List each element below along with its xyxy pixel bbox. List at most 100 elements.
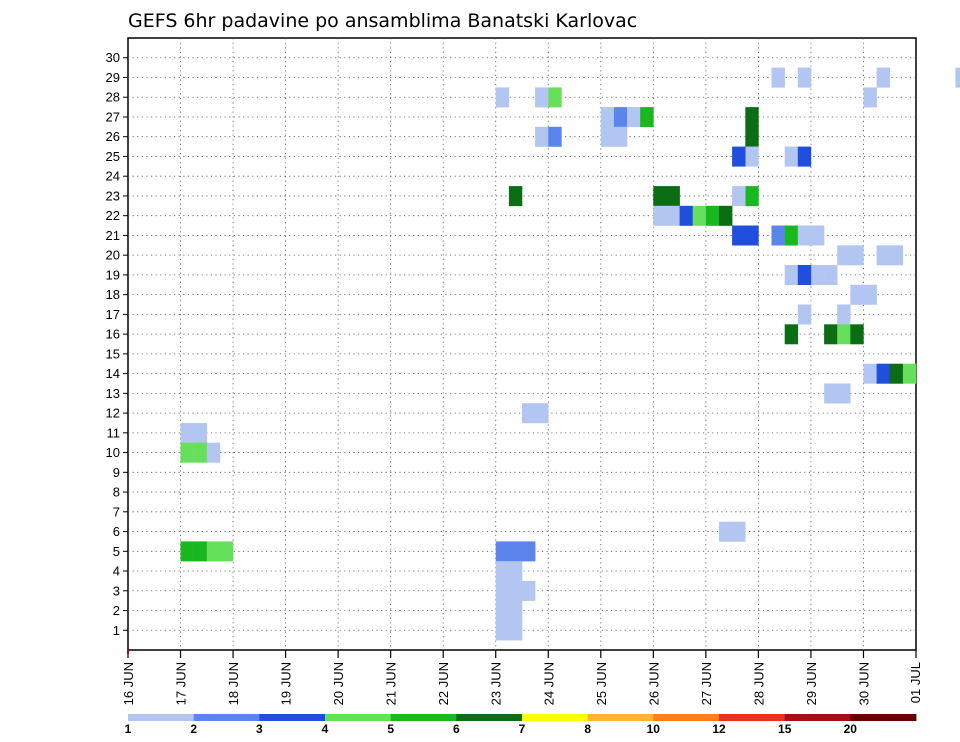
heatmap-cell: [797, 265, 812, 285]
heatmap-cell: [797, 304, 812, 325]
heatmap-cell: [745, 186, 759, 207]
legend-swatch: [390, 714, 457, 721]
heatmap-cell: [784, 324, 799, 345]
y-tick-label: 13: [106, 386, 120, 401]
heatmap-cell: [719, 205, 733, 226]
y-tick-label: 8: [113, 485, 120, 500]
legend-label: 8: [584, 722, 591, 736]
x-tick-label: 19 JUN: [279, 662, 294, 705]
heatmap-cells: [180, 67, 960, 641]
heatmap-cell: [535, 126, 549, 147]
legend-label: 20: [844, 722, 858, 736]
x-tick-label: 27 JUN: [699, 662, 714, 705]
y-tick-label: 2: [113, 603, 120, 618]
heatmap-cell: [732, 521, 746, 542]
heatmap-cell: [600, 107, 615, 128]
heatmap-cell: [732, 146, 746, 167]
x-tick-label: 23 JUN: [489, 662, 504, 705]
heatmap-cell: [850, 245, 864, 266]
y-tick-label: 9: [113, 465, 120, 480]
y-tick-label: 15: [106, 346, 120, 361]
y-tick-label: 18: [106, 287, 120, 302]
y-tick-label: 1: [113, 623, 120, 638]
legend-label: 1: [125, 722, 132, 736]
y-axis: 1234567891011121314151617181920212223242…: [106, 50, 128, 638]
y-tick-label: 30: [106, 50, 120, 65]
heatmap-cell: [837, 304, 851, 325]
heatmap-cell: [535, 403, 549, 424]
heatmap-cell: [495, 600, 510, 621]
heatmap-cell: [692, 205, 707, 226]
y-tick-label: 29: [106, 70, 120, 85]
heatmap-cell: [837, 245, 851, 266]
heatmap-cell: [797, 225, 812, 246]
x-tick-label: 21 JUN: [384, 662, 399, 705]
heatmap-cell: [824, 265, 838, 285]
heatmap-cell: [522, 403, 536, 424]
x-tick-label: 30 JUN: [856, 662, 871, 705]
y-tick-label: 12: [106, 406, 120, 421]
x-tick-label: 28 JUN: [751, 662, 766, 705]
heatmap-cell: [653, 186, 667, 207]
y-tick-label: 27: [106, 109, 120, 124]
legend-label: 6: [453, 722, 460, 736]
y-tick-label: 10: [106, 445, 120, 460]
legend-swatch: [587, 714, 654, 721]
legend-swatch: [456, 714, 523, 721]
heatmap-cell: [955, 67, 960, 88]
heatmap-cell: [824, 383, 838, 404]
legend-label: 15: [778, 722, 792, 736]
heatmap-cell: [902, 363, 917, 384]
heatmap-cell: [613, 107, 628, 128]
heatmap-cell: [719, 521, 733, 542]
heatmap-cell: [666, 186, 680, 207]
heatmap-cell: [824, 324, 838, 345]
heatmap-cell: [732, 225, 746, 246]
y-tick-label: 4: [113, 564, 120, 579]
y-tick-label: 6: [113, 524, 120, 539]
x-tick-label: 20 JUN: [331, 662, 346, 705]
heatmap-cell: [784, 146, 799, 167]
heatmap-cell: [180, 423, 194, 443]
legend-label: 12: [712, 722, 726, 736]
heatmap-cell: [863, 363, 877, 384]
heatmap-cell: [876, 363, 890, 384]
y-tick-label: 3: [113, 583, 120, 598]
heatmap-cell: [653, 205, 667, 226]
y-tick-label: 17: [106, 307, 120, 322]
heatmap-cell: [732, 186, 746, 207]
heatmap-cell: [889, 245, 904, 266]
legend-label: 2: [190, 722, 197, 736]
heatmap-cell: [548, 126, 562, 147]
heatmap-cell: [850, 324, 864, 345]
heatmap-cell: [745, 146, 759, 167]
legend-label: 10: [647, 722, 661, 736]
heatmap-cell: [876, 245, 890, 266]
plot-frame: [127, 37, 917, 651]
heatmap-cell: [863, 87, 877, 108]
legend-label: 5: [387, 722, 394, 736]
heatmap-cell: [613, 126, 628, 147]
color-legend: 1 2 3 4 5 6 7 8 10 12 15 20: [125, 714, 917, 736]
y-tick-label: 19: [106, 267, 120, 282]
heatmap-cell: [745, 126, 759, 147]
y-tick-label: 16: [106, 327, 120, 342]
heatmap-cell: [745, 107, 759, 128]
heatmap-cell: [600, 126, 615, 147]
legend-swatch: [325, 714, 392, 721]
heatmap-cell: [193, 541, 208, 562]
x-tick-label: 18 JUN: [226, 662, 241, 705]
heatmap-cell: [495, 87, 510, 108]
heatmap-cell: [745, 225, 759, 246]
heatmap-cell: [508, 186, 523, 207]
heatmap-cell: [876, 67, 890, 88]
heatmap-cell: [193, 442, 208, 463]
legend-swatch: [259, 714, 326, 721]
heatmap-cell: [837, 324, 851, 345]
y-tick-label: 11: [107, 425, 121, 440]
heatmap-cell: [810, 225, 825, 246]
x-tick-label: 26 JUN: [646, 662, 661, 705]
y-tick-label: 24: [106, 169, 120, 184]
legend-swatch: [850, 714, 917, 721]
